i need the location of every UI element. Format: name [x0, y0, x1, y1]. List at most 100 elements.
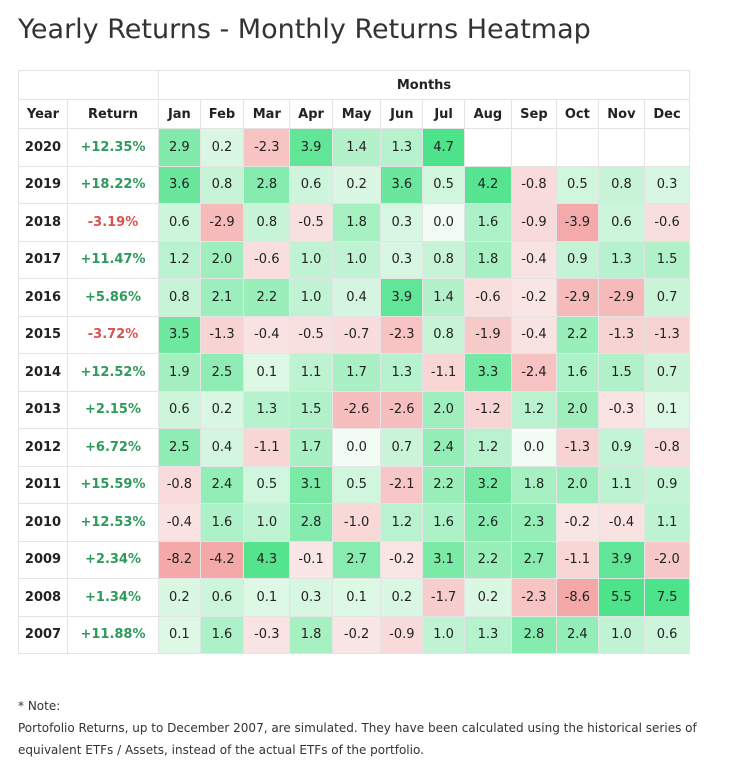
month-cell: 2.2	[463, 540, 512, 579]
month-cell: 1.8	[510, 465, 557, 504]
month-cell: 2.0	[199, 240, 245, 279]
month-cell: -1.3	[597, 315, 646, 354]
month-cell: -2.4	[510, 353, 557, 392]
month-cell: 2.8	[243, 165, 291, 204]
month-cell: -8.2	[158, 540, 201, 579]
return-cell: +12.35%	[67, 128, 159, 167]
month-cell: 1.3	[380, 128, 424, 167]
return-cell: +11.88%	[67, 615, 159, 654]
month-cell: 2.7	[510, 540, 557, 579]
month-cell: 1.2	[380, 503, 424, 542]
month-cell: -0.6	[243, 240, 291, 279]
month-cell: 2.2	[243, 278, 291, 317]
year-cell: 2012	[18, 428, 68, 467]
month-cell: -0.2	[331, 615, 382, 654]
header-row: Year Return Jan Feb Mar Apr May Jun Jul Aug Sep Oct…	[18, 99, 690, 129]
column-header: Nov	[597, 99, 646, 129]
month-cell: -0.8	[510, 165, 557, 204]
month-cell: 1.6	[463, 203, 512, 242]
month-cell: 0.3	[644, 165, 690, 204]
month-cell: 1.0	[243, 503, 291, 542]
month-cell: 1.8	[463, 240, 512, 279]
data-row: 2015 -3.72% 3.5 -1.3 -0.4 -0.5 -0.7 -2.3 0.8 -1.9…	[18, 315, 690, 354]
month-cell: 0.0	[331, 428, 382, 467]
month-cell: 0.6	[158, 203, 201, 242]
month-cell: 2.4	[199, 465, 245, 504]
return-cell: +12.52%	[67, 353, 159, 392]
month-cell: 0.6	[158, 390, 201, 429]
month-cell: 0.8	[422, 240, 465, 279]
month-cell: 0.2	[199, 390, 245, 429]
month-cell: -2.1	[380, 465, 424, 504]
month-cell: 0.6	[597, 203, 646, 242]
month-cell: 0.3	[380, 240, 424, 279]
month-cell: 1.7	[289, 428, 333, 467]
month-cell: 2.4	[422, 428, 465, 467]
month-cell: -0.3	[243, 615, 291, 654]
month-cell: 2.0	[422, 390, 465, 429]
return-cell: -3.72%	[67, 315, 159, 354]
month-cell: 1.0	[331, 240, 382, 279]
month-cell: 2.0	[555, 390, 599, 429]
month-cell: 3.1	[422, 540, 465, 579]
month-cell: 0.6	[199, 578, 245, 617]
month-cell: 0.2	[158, 578, 201, 617]
month-cell: 2.2	[422, 465, 465, 504]
return-cell: +12.53%	[67, 503, 159, 542]
month-cell: -0.9	[510, 203, 557, 242]
month-cell: 0.0	[422, 203, 465, 242]
month-cell: 3.6	[158, 165, 201, 204]
data-row: 2013 +2.15% 0.6 0.2 1.3 1.5 -2.6 -2.6 2.0 -1.2 1.2…	[18, 390, 690, 429]
month-cell: 0.8	[597, 165, 646, 204]
column-header: Year	[18, 99, 68, 129]
month-cell: -2.0	[644, 540, 690, 579]
data-row: 2020 +12.35% 2.9 0.2 -2.3 3.9 1.4 1.3 4.7	[18, 128, 690, 167]
month-cell: 3.6	[380, 165, 424, 204]
year-cell: 2018	[18, 203, 68, 242]
year-cell: 2010	[18, 503, 68, 542]
month-cell: 2.5	[158, 428, 201, 467]
month-cell: 3.2	[463, 465, 512, 504]
month-cell: 1.3	[597, 240, 646, 279]
empty-cell	[644, 128, 690, 167]
month-cell: -0.2	[555, 503, 599, 542]
month-cell: -8.6	[555, 578, 599, 617]
empty-cell	[555, 128, 599, 167]
month-cell: 1.1	[644, 503, 690, 542]
month-cell: -2.9	[597, 278, 646, 317]
month-cell: 0.1	[243, 578, 291, 617]
month-cell: -1.1	[243, 428, 291, 467]
month-cell: 0.3	[380, 203, 424, 242]
month-cell: 0.5	[555, 165, 599, 204]
month-cell: -0.5	[289, 203, 333, 242]
month-cell: 1.3	[463, 615, 512, 654]
month-cell: -0.4	[510, 240, 557, 279]
month-cell: 1.5	[644, 240, 690, 279]
month-cell: 3.9	[597, 540, 646, 579]
month-cell: 1.6	[199, 503, 245, 542]
year-cell: 2016	[18, 278, 68, 317]
month-cell: 0.7	[380, 428, 424, 467]
note-label: * Note:	[18, 699, 61, 713]
data-row: 2018 -3.19% 0.6 -2.9 0.8 -0.5 1.8 0.3 0.0 1.6 -0.9…	[18, 203, 690, 242]
year-cell: 2017	[18, 240, 68, 279]
month-cell: 0.8	[422, 315, 465, 354]
month-cell: 1.7	[331, 353, 382, 392]
column-header: Aug	[463, 99, 512, 129]
year-cell: 2011	[18, 465, 68, 504]
title: Yearly Returns - Monthly Returns Heatmap	[18, 14, 591, 45]
month-cell: -1.1	[422, 353, 465, 392]
month-cell: 3.3	[463, 353, 512, 392]
column-header: Mar	[243, 99, 291, 129]
column-header: Feb	[199, 99, 245, 129]
month-cell: 2.2	[555, 315, 599, 354]
month-cell: 2.5	[199, 353, 245, 392]
column-header: Sep	[510, 99, 557, 129]
month-cell: 2.4	[555, 615, 599, 654]
month-cell: 1.0	[289, 278, 333, 317]
month-cell: 1.6	[199, 615, 245, 654]
return-cell: +11.47%	[67, 240, 159, 279]
month-cell: 1.1	[597, 465, 646, 504]
month-cell: 3.1	[289, 465, 333, 504]
